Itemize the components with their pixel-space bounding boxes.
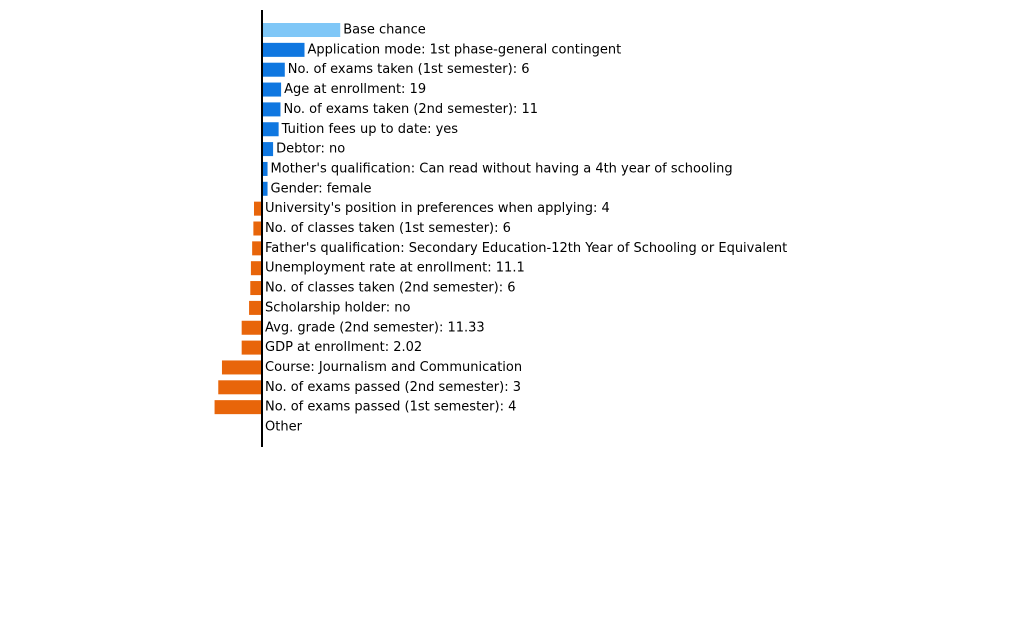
bar-label-mother-s-qualification-can-read-without-having-a-4th-year-of-schooling: Mother's qualification: Can read without… xyxy=(271,161,733,176)
bars-group xyxy=(214,23,341,415)
bar-label-age-at-enrollment-19: Age at enrollment: 19 xyxy=(284,82,426,97)
bar-label-unemployment-rate-at-enrollment-11-1: Unemployment rate at enrollment: 11.1 xyxy=(265,261,525,276)
bar-course-journalism-and-communication xyxy=(221,360,262,375)
bar-label-university-s-position-in-preferences-when-applying-4: University's position in preferences whe… xyxy=(265,201,610,216)
bar-label-no-of-exams-taken-1st-semester-6: No. of exams taken (1st semester): 6 xyxy=(288,62,530,77)
bar-father-s-qualification-secondary-education-12th-year-of-schooling-or-equivalent xyxy=(252,241,262,256)
bar-no-of-exams-taken-1st-semester-6 xyxy=(262,62,285,77)
bar-gender-female xyxy=(262,181,268,196)
bar-label-application-mode-1st-phase-general-contingent: Application mode: 1st phase-general cont… xyxy=(308,42,622,57)
bar-label-no-of-classes-taken-1st-semester-6: No. of classes taken (1st semester): 6 xyxy=(265,221,511,236)
bar-no-of-exams-passed-2nd-semester-3 xyxy=(218,380,262,395)
bar-label-no-of-exams-passed-1st-semester-4: No. of exams passed (1st semester): 4 xyxy=(265,400,516,415)
bar-age-at-enrollment-19 xyxy=(262,82,282,97)
bar-label-no-of-exams-passed-2nd-semester-3: No. of exams passed (2nd semester): 3 xyxy=(265,380,521,395)
bar-label-gdp-at-enrollment-2-02: GDP at enrollment: 2.02 xyxy=(265,340,422,355)
bar-avg-grade-2nd-semester-11-33 xyxy=(241,320,262,335)
bar-label-base-chance: Base chance xyxy=(343,23,426,38)
bar-no-of-classes-taken-1st-semester-6 xyxy=(253,221,262,236)
bar-university-s-position-in-preferences-when-applying-4 xyxy=(253,201,262,216)
bar-tuition-fees-up-to-date-yes xyxy=(262,122,279,137)
bar-label-scholarship-holder-no: Scholarship holder: no xyxy=(265,300,410,315)
bar-gdp-at-enrollment-2-02 xyxy=(241,340,262,355)
bar-no-of-exams-passed-1st-semester-4 xyxy=(214,400,262,415)
bar-label-gender-female: Gender: female xyxy=(271,181,372,196)
bar-no-of-exams-taken-2nd-semester-11 xyxy=(262,102,281,117)
bar-scholarship-holder-no xyxy=(249,300,262,315)
bar-debtor-no xyxy=(262,142,274,157)
bar-label-other: Other xyxy=(265,420,303,435)
bar-no-of-classes-taken-2nd-semester-6 xyxy=(250,281,262,296)
labels-group: Base chance Application mode: 1st phase-g… xyxy=(265,23,787,435)
bar-label-tuition-fees-up-to-date-yes: Tuition fees up to date: yes xyxy=(281,122,459,137)
bar-label-no-of-classes-taken-2nd-semester-6: No. of classes taken (2nd semester): 6 xyxy=(265,281,516,296)
bar-label-avg-grade-2nd-semester-11-33: Avg. grade (2nd semester): 11.33 xyxy=(265,320,485,335)
bar-application-mode-1st-phase-general-contingent xyxy=(262,42,305,57)
bar-label-debtor-no: Debtor: no xyxy=(276,142,345,157)
bar-label-course-journalism-and-communication: Course: Journalism and Communication xyxy=(265,360,522,375)
bar-label-father-s-qualification-secondary-education-12th-year-of-schooling-or-equivalent: Father's qualification: Secondary Educat… xyxy=(265,241,787,256)
bar-label-no-of-exams-taken-2nd-semester-11: No. of exams taken (2nd semester): 11 xyxy=(283,102,538,117)
bar-base-chance xyxy=(262,23,341,37)
bar-mother-s-qualification-can-read-without-having-a-4th-year-of-schooling xyxy=(262,161,268,176)
bar-unemployment-rate-at-enrollment-11-1 xyxy=(250,261,262,276)
